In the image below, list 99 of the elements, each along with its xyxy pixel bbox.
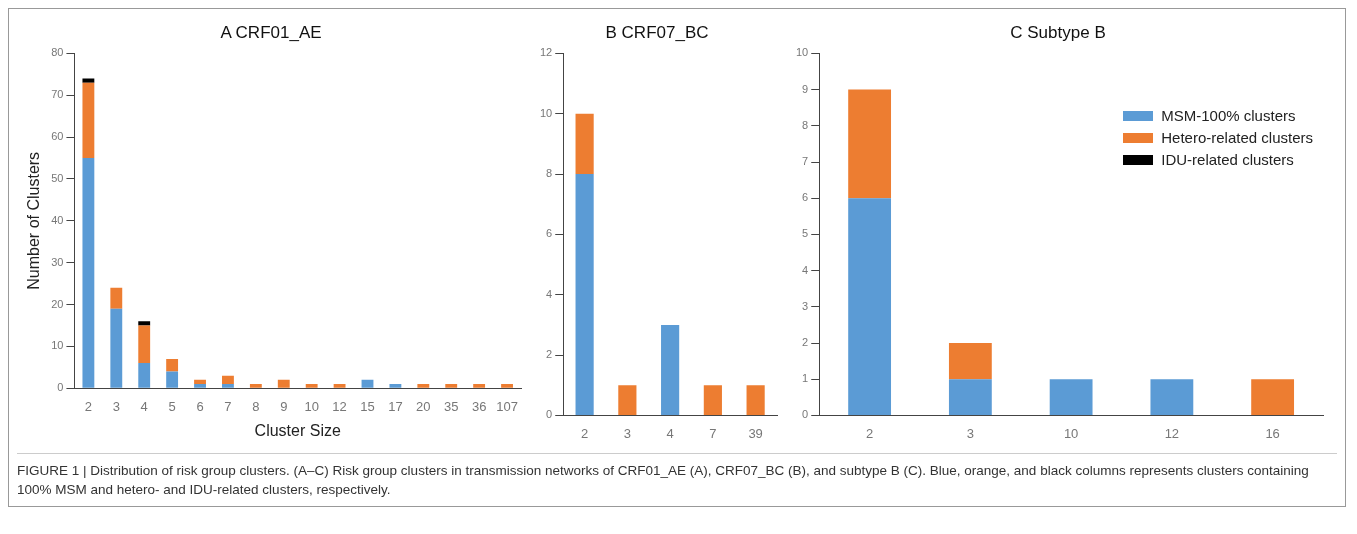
x-tick-label: 10 — [304, 398, 319, 414]
x-tick-label: 12 — [1164, 425, 1180, 441]
bar — [848, 198, 892, 415]
y-tick-label: 50 — [51, 171, 64, 184]
bar — [194, 384, 206, 388]
bar — [948, 379, 992, 415]
y-tick-label: 8 — [546, 167, 553, 180]
bar — [389, 384, 402, 388]
x-tick-label: 36 — [471, 398, 487, 414]
y-tick-label: 2 — [546, 348, 553, 361]
y-tick-label: 3 — [802, 299, 809, 312]
bar — [703, 385, 722, 415]
x-tick-label: 20 — [416, 398, 431, 414]
y-tick-label: 7 — [802, 155, 809, 168]
x-tick-label: 15 — [360, 398, 375, 414]
x-axis-title: Cluster Size — [254, 421, 341, 439]
bar — [1251, 379, 1295, 415]
bar — [361, 379, 374, 388]
legend-label: Hetero-related clusters — [1161, 128, 1313, 148]
x-tick-label: 10 — [1063, 425, 1079, 441]
y-tick-label: 12 — [539, 46, 553, 59]
bar — [575, 174, 594, 415]
bar — [82, 158, 95, 388]
bar — [222, 384, 234, 388]
x-tick-label: 3 — [623, 425, 631, 441]
x-tick-label: 12 — [332, 398, 347, 414]
bar — [222, 375, 234, 385]
chart-title: B CRF07_BC — [605, 22, 709, 42]
bar — [138, 363, 151, 388]
x-tick-label: 2 — [84, 398, 93, 414]
bar — [746, 385, 765, 415]
bar — [333, 384, 346, 388]
x-tick-label: 39 — [748, 425, 763, 441]
bar — [82, 82, 95, 159]
y-tick-label: 30 — [51, 255, 64, 268]
bar — [110, 287, 123, 309]
y-tick-label: 10 — [795, 46, 809, 59]
chart-title: A CRF01_AE — [220, 22, 322, 42]
x-tick-label: 3 — [966, 425, 974, 441]
x-tick-label: 17 — [388, 398, 403, 414]
bar — [305, 384, 318, 388]
x-tick-label: 35 — [443, 398, 459, 414]
bar — [82, 78, 95, 83]
x-tick-label: 4 — [140, 398, 148, 414]
bar — [445, 384, 458, 388]
x-tick-label: 9 — [280, 398, 288, 414]
y-tick-label: 1 — [802, 372, 809, 385]
bar — [166, 358, 179, 372]
x-tick-label: 2 — [580, 425, 589, 441]
bar — [948, 343, 992, 380]
bar — [249, 384, 262, 388]
bar — [661, 324, 680, 415]
x-tick-label: 107 — [496, 398, 518, 414]
bar — [166, 371, 179, 388]
y-tick-label: 60 — [51, 130, 64, 143]
x-tick-label: 2 — [865, 425, 874, 441]
bar — [417, 384, 430, 388]
y-tick-label: 20 — [51, 297, 64, 310]
x-tick-label: 4 — [666, 425, 674, 441]
y-tick-label: 9 — [802, 82, 809, 95]
y-tick-label: 5 — [802, 227, 809, 240]
bar — [110, 308, 123, 388]
y-tick-label: 2 — [802, 336, 809, 349]
legend-label: IDU-related clusters — [1161, 150, 1294, 170]
y-tick-label: 4 — [802, 263, 809, 276]
y-tick-label: 0 — [546, 408, 553, 421]
bar — [1049, 379, 1093, 415]
bar — [277, 379, 290, 388]
bar — [575, 113, 594, 175]
bar — [618, 385, 637, 415]
bar — [138, 321, 151, 326]
bar — [848, 89, 892, 199]
x-tick-label: 7 — [709, 425, 717, 441]
caption: FIGURE 1 | Distribution of risk group clusters. (A–C) Risk group clusters in transmission networks of CRF01_AE (A), CRF07_BC (B), and subtype B (C). Blue, orange, and black columns represents clusters containing 100% MSM and hetero- and IDU-related clusters, respectively. — [17, 462, 1310, 499]
x-tick-label: 3 — [112, 398, 120, 414]
x-tick-label: 5 — [168, 398, 176, 414]
y-axis-title: Number of Clusters — [25, 151, 43, 290]
legend-label: MSM-100% clusters — [1161, 106, 1296, 126]
x-tick-label: 7 — [224, 398, 232, 414]
bar — [501, 384, 513, 388]
y-tick-label: 10 — [539, 106, 553, 119]
y-tick-label: 40 — [51, 213, 64, 226]
bar — [194, 379, 206, 385]
y-tick-label: 6 — [802, 191, 809, 204]
y-tick-label: 0 — [802, 408, 809, 421]
y-tick-label: 6 — [546, 227, 553, 240]
bar — [138, 325, 151, 364]
bar — [473, 384, 486, 388]
x-tick-label: 6 — [196, 398, 204, 414]
y-tick-label: 8 — [802, 118, 809, 131]
bar — [1150, 379, 1194, 415]
chart-title: C Subtype B — [1010, 22, 1106, 42]
y-tick-label: 0 — [57, 381, 64, 394]
y-tick-label: 10 — [51, 339, 64, 352]
y-tick-label: 4 — [546, 287, 553, 300]
x-tick-label: 16 — [1265, 425, 1280, 441]
x-tick-label: 8 — [252, 398, 260, 414]
y-tick-label: 80 — [51, 46, 64, 59]
y-tick-label: 70 — [51, 88, 64, 101]
